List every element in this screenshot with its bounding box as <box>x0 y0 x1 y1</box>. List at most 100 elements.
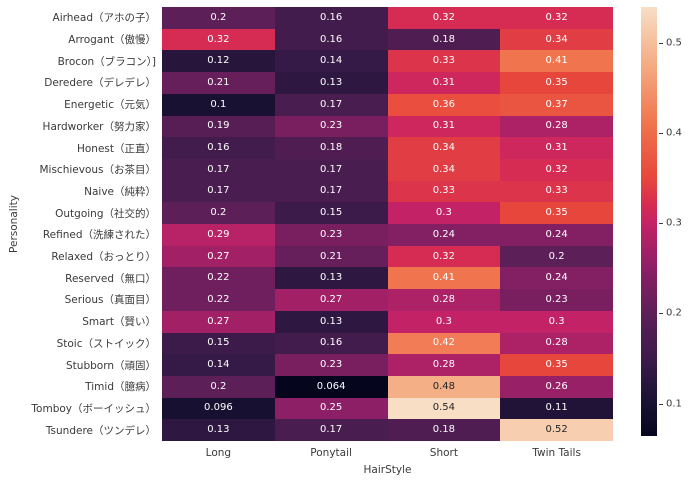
y-tick-label: Mischievous（お茶目） <box>39 164 156 177</box>
colorbar-tick-label: 0.5 <box>666 37 682 49</box>
x-tick-labels: Long Ponytail Short Twin Tails <box>162 447 613 460</box>
x-tick-label: Short <box>429 447 458 459</box>
heatmap-cell: 0.28 <box>500 115 613 138</box>
heatmap-cell: 0.13 <box>274 267 388 290</box>
heatmap-cell: 0.26 <box>500 375 613 398</box>
heatmap-cell: 0.34 <box>387 137 501 159</box>
heatmap-cell: 0.2 <box>162 375 275 398</box>
y-tick-label: Arrogant（傲慢） <box>68 34 156 47</box>
y-tick-label: Tomboy（ボーイッシュ） <box>31 402 156 415</box>
heatmap-cell: 0.21 <box>274 245 388 268</box>
heatmap-cell: 0.32 <box>500 158 613 181</box>
heatmap-cell: 0.27 <box>162 310 275 333</box>
heatmap-cell: 0.52 <box>500 419 613 441</box>
heatmap-cell: 0.33 <box>387 50 501 73</box>
heatmap-cell: 0.41 <box>500 50 613 73</box>
colorbar-tick-label: 0.4 <box>666 127 682 139</box>
y-tick-label: Airhead（アホの子） <box>52 12 156 25</box>
heatmap-cell: 0.2 <box>500 245 613 268</box>
heatmap-cell: 0.14 <box>162 354 275 376</box>
heatmap-cell: 0.23 <box>274 354 388 376</box>
heatmap-cell: 0.42 <box>387 332 501 355</box>
heatmap-cell: 0.32 <box>162 28 275 51</box>
heatmap-cell: 0.11 <box>500 397 613 420</box>
colorbar-tick-mark <box>659 313 663 315</box>
heatmap-cell: 0.16 <box>162 137 275 159</box>
colorbar-tick-mark <box>659 133 663 135</box>
heatmap-cell: 0.15 <box>274 202 388 224</box>
heatmap-cell: 0.1 <box>162 93 275 116</box>
heatmap-cell: 0.33 <box>500 180 613 203</box>
x-axis-label: HairStyle <box>363 464 412 476</box>
heatmap-cell: 0.2 <box>162 202 275 224</box>
heatmap-cell: 0.3 <box>500 310 613 333</box>
y-tick-label: Timid（臆病） <box>85 381 156 394</box>
heatmap-cell: 0.34 <box>500 28 613 51</box>
heatmap-cell: 0.17 <box>274 419 388 441</box>
heatmap-cell: 0.28 <box>500 332 613 355</box>
heatmap-cell: 0.33 <box>387 180 501 203</box>
heatmap-cell: 0.22 <box>162 289 275 311</box>
y-tick-label: Outgoing（社交的） <box>55 207 156 220</box>
heatmap-cell: 0.3 <box>387 202 501 224</box>
y-tick-label: Stubborn（頑固） <box>66 359 156 372</box>
heatmap-cell: 0.17 <box>274 158 388 181</box>
y-tick-label: Relaxed（おっとり） <box>51 251 156 264</box>
y-tick-label: Naive（純粋） <box>84 185 156 198</box>
y-tick-label: Stoic（ストイック） <box>56 337 156 350</box>
heatmap-cell: 0.064 <box>274 375 388 398</box>
colorbar-tick-label: 0.2 <box>666 307 682 319</box>
heatmap-cell: 0.35 <box>500 202 613 224</box>
y-tick-label: Hardworker（努力家） <box>42 120 156 133</box>
heatmap-cell: 0.32 <box>500 7 613 29</box>
heatmap-cell: 0.34 <box>387 158 501 181</box>
heatmap-cell: 0.28 <box>387 289 501 311</box>
heatmap-cell: 0.32 <box>387 7 501 29</box>
heatmap-cell: 0.2 <box>162 7 275 29</box>
heatmap-cell: 0.16 <box>274 28 388 51</box>
heatmap-cell: 0.54 <box>387 397 501 420</box>
y-tick-label: Smart（賢い） <box>82 316 156 329</box>
heatmap-cell: 0.35 <box>500 72 613 94</box>
y-tick-labels: Airhead（アホの子） Arrogant（傲慢） Brocon（ブラコン）] De… <box>0 7 156 441</box>
heatmap-cell: 0.23 <box>500 289 613 311</box>
heatmap-cell: 0.24 <box>500 224 613 246</box>
colorbar-tick-mark <box>659 43 663 45</box>
heatmap-cell: 0.21 <box>162 72 275 94</box>
heatmap-cell: 0.17 <box>162 180 275 203</box>
y-tick-label: Refined（洗練された） <box>42 229 156 242</box>
heatmap-cell: 0.23 <box>274 224 388 246</box>
x-tick-label: Twin Tails <box>532 447 581 459</box>
heatmap-cell: 0.12 <box>162 50 275 73</box>
heatmap-cell: 0.18 <box>387 419 501 441</box>
heatmap-cell: 0.31 <box>387 72 501 94</box>
y-tick-label: Brocon（ブラコン）] <box>57 55 156 68</box>
y-tick-label: Energetic（元気） <box>64 99 156 112</box>
heatmap-cell: 0.36 <box>387 93 501 116</box>
heatmap-cell: 0.32 <box>387 245 501 268</box>
heatmap-cell: 0.13 <box>162 419 275 441</box>
heatmap-grid: 0.2 0.16 0.32 0.32 0.32 0.16 0.18 0.34 0.12 0.14 0… <box>162 7 613 441</box>
heatmap-cell: 0.3 <box>387 310 501 333</box>
x-tick-label: Long <box>205 447 232 459</box>
heatmap-cell: 0.27 <box>274 289 388 311</box>
colorbar-tick-mark <box>659 223 663 225</box>
heatmap-cell: 0.31 <box>387 115 501 138</box>
heatmap-cell: 0.15 <box>162 332 275 355</box>
heatmap-cell: 0.23 <box>274 115 388 138</box>
heatmap-cell: 0.16 <box>274 7 388 29</box>
heatmap-cell: 0.48 <box>387 375 501 398</box>
x-tick-label: Ponytail <box>310 447 352 459</box>
heatmap-cell: 0.13 <box>274 310 388 333</box>
heatmap-cell: 0.35 <box>500 354 613 376</box>
heatmap-cell: 0.24 <box>387 224 501 246</box>
y-tick-label: Reserved（無口） <box>65 272 156 285</box>
heatmap-cell: 0.28 <box>387 354 501 376</box>
heatmap-cell: 0.41 <box>387 267 501 290</box>
heatmap-cell: 0.17 <box>274 180 388 203</box>
colorbar-tick-mark <box>659 403 663 405</box>
colorbar-tick-label: 0.3 <box>666 217 682 229</box>
heatmap-cell: 0.22 <box>162 267 275 290</box>
heatmap-cell: 0.13 <box>274 72 388 94</box>
